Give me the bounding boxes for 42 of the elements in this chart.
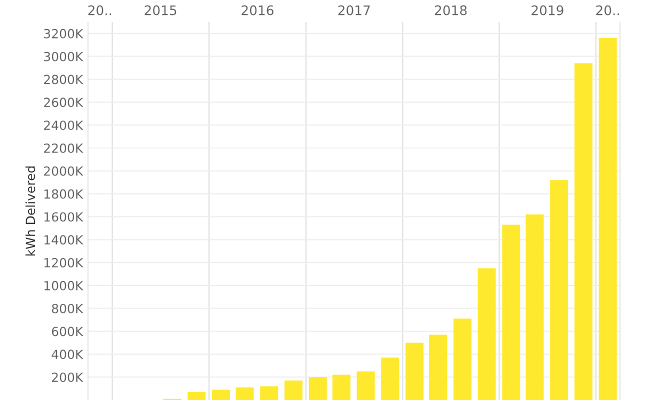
bar (212, 390, 230, 400)
y-tick-label: 800K (52, 304, 84, 314)
y-tick-label: 2400K (44, 120, 84, 130)
bar (526, 214, 544, 400)
x-tick-label: 2017 (338, 5, 370, 16)
bar (574, 63, 592, 400)
x-tick-label: 2018 (434, 5, 467, 16)
bar (308, 377, 327, 400)
y-tick-label: 3000K (44, 52, 84, 62)
bar (356, 371, 375, 400)
y-tick-label: 3200K (44, 28, 84, 38)
x-tick-label: 2016 (242, 5, 274, 16)
y-tick-label: 400K (52, 350, 84, 360)
x-tick-label: 2019 (532, 5, 564, 16)
y-tick-label: 1000K (44, 280, 84, 290)
y-tick-label: 600K (52, 326, 84, 336)
bar (332, 374, 350, 400)
y-tick-label: 1200K (44, 258, 84, 268)
y-tick-label: 200K (52, 372, 84, 382)
bar (188, 392, 206, 400)
bar (284, 380, 302, 400)
bar (406, 342, 424, 400)
y-tick-label: 1400K (44, 235, 84, 245)
y-tick-label: 1800K (44, 189, 84, 199)
bar (478, 268, 496, 400)
bar (381, 358, 400, 400)
bar (429, 334, 448, 400)
y-tick-label: 1600K (44, 212, 84, 222)
x-tick-label: 2015 (144, 5, 176, 16)
y-tick-label: 2600K (44, 98, 84, 108)
y-tick-label: 2000K (44, 166, 84, 176)
y-tick-label: 2200K (44, 143, 84, 153)
x-tick-label: 20.. (596, 5, 619, 16)
bar (598, 38, 617, 400)
bar (236, 387, 254, 400)
bar (453, 318, 472, 400)
y-axis-title: kWh Delivered (25, 166, 36, 256)
y-tick-label: 2800K (44, 74, 84, 84)
bar (502, 224, 520, 400)
bar (550, 180, 568, 400)
bar (260, 386, 278, 400)
x-tick-label: 20.. (88, 5, 112, 16)
